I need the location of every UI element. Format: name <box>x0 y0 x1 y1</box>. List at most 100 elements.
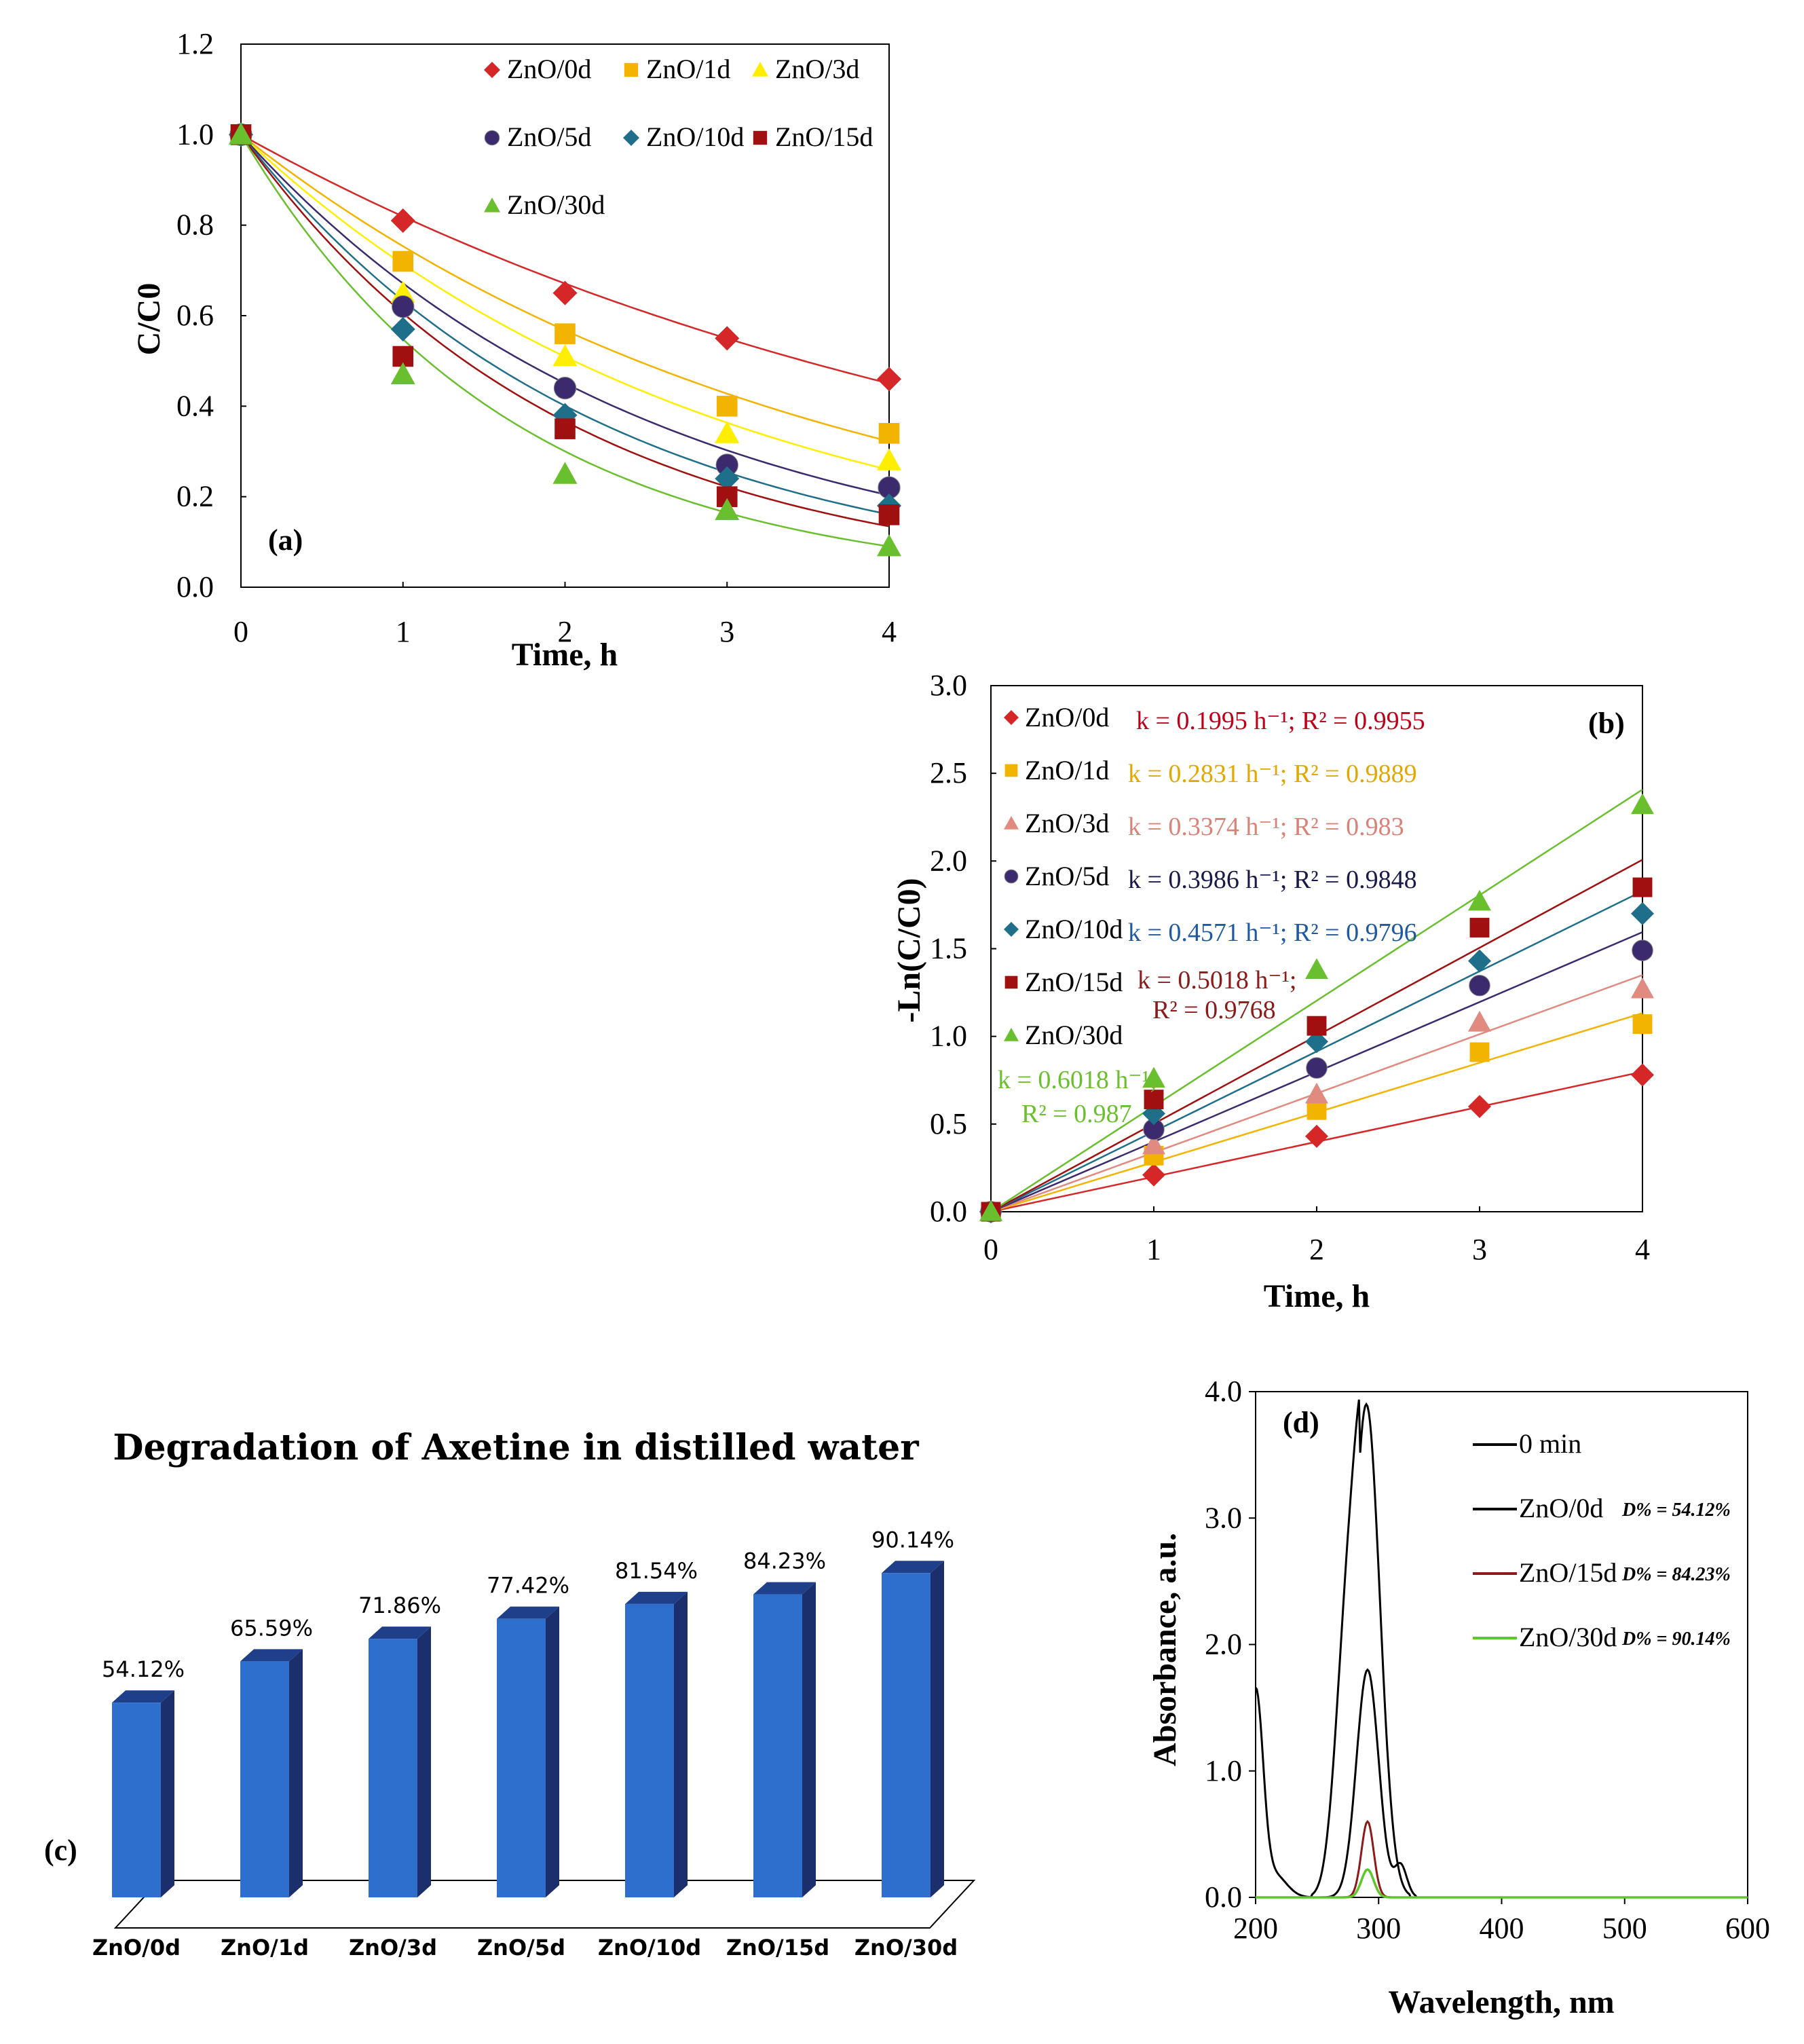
a-legend-label: ZnO/1d <box>646 54 730 84</box>
b-data-point <box>1469 918 1490 937</box>
panel-b-label: (b) <box>1588 707 1625 740</box>
d-xtick-label: 400 <box>1480 1912 1524 1945</box>
b-rate-annotation: k = 0.3986 h⁻¹; R² = 0.9848 <box>1128 866 1417 894</box>
a-data-point <box>392 295 415 318</box>
a-ytick-label: 0.4 <box>176 389 214 422</box>
b-legend-marker <box>1004 764 1018 777</box>
c-bar-top <box>753 1582 816 1595</box>
b-legend-label: ZnO/30d <box>1025 1020 1123 1050</box>
b-rate-annotation: k = 0.2831 h⁻¹; R² = 0.9889 <box>1128 760 1417 788</box>
b-legend-marker <box>1004 816 1019 830</box>
a-xlabel: Time, h <box>512 637 618 673</box>
b-data-point <box>1631 902 1654 925</box>
b-r2-annotation: R² = 0.987 <box>1021 1100 1132 1128</box>
b-data-point <box>1632 877 1653 897</box>
b-data-point <box>1468 1095 1491 1118</box>
d-ytick-label: 3.0 <box>1205 1501 1242 1534</box>
a-legend-label: ZnO/30d <box>507 189 605 220</box>
d-legend-label: ZnO/30d <box>1519 1622 1617 1652</box>
c-bar <box>882 1573 931 1897</box>
b-legend-label: ZnO/0d <box>1025 702 1109 732</box>
d-ytick-label: 0.0 <box>1205 1880 1242 1914</box>
b-xtick-label: 0 <box>983 1233 998 1266</box>
b-data-point <box>1468 1011 1491 1032</box>
a-xtick-label: 2 <box>558 615 573 648</box>
d-legend-label: ZnO/0d <box>1519 1493 1603 1523</box>
a-legend-marker <box>623 130 639 146</box>
a-legend-label: ZnO/3d <box>775 54 859 84</box>
b-data-point <box>1305 1124 1328 1148</box>
c-bar-value-label: 84.23% <box>743 1548 826 1574</box>
a-data-point <box>553 376 577 400</box>
b-data-point <box>1305 1030 1328 1054</box>
a-data-point <box>552 344 578 367</box>
c-bar-top <box>497 1606 559 1619</box>
c-bar-value-label: 71.86% <box>358 1593 441 1618</box>
c-bar-top <box>625 1591 688 1604</box>
a-data-point <box>390 317 415 341</box>
a-data-point <box>390 362 415 385</box>
b-xlabel: Time, h <box>1264 1278 1370 1314</box>
b-data-point <box>1142 1066 1165 1088</box>
b-data-point <box>1142 1133 1165 1155</box>
panel-d-label: (d) <box>1283 1406 1319 1439</box>
a-data-point <box>877 367 901 392</box>
c-category-label: ZnO/0d <box>92 1935 181 1961</box>
a-xtick-label: 1 <box>396 615 411 648</box>
c-bar-value-label: 77.42% <box>487 1573 569 1599</box>
b-ytick-label: 2.5 <box>930 756 967 789</box>
a-data-point <box>715 326 740 351</box>
c-bar <box>369 1639 417 1897</box>
b-legend-marker <box>1004 869 1019 884</box>
b-ylabel: -Ln(C/C0) <box>891 878 927 1022</box>
b-r2-annotation: R² = 0.9768 <box>1152 996 1276 1024</box>
c-category-label: ZnO/15d <box>726 1935 829 1961</box>
b-ytick-label: 1.5 <box>930 932 967 965</box>
a-data-point <box>229 122 253 145</box>
a-ytick-label: 0.0 <box>176 570 214 603</box>
b-ytick-label: 1.0 <box>930 1020 967 1053</box>
d-xtick-label: 300 <box>1356 1912 1401 1945</box>
a-legend-marker <box>484 62 500 78</box>
a-legend-label: ZnO/5d <box>507 122 591 152</box>
a-data-point <box>715 466 740 491</box>
a-data-point <box>878 423 900 444</box>
a-data-point <box>552 462 578 484</box>
c-bar-side <box>931 1561 944 1897</box>
a-data-point <box>715 498 740 521</box>
b-legend-label: ZnO/15d <box>1025 967 1123 997</box>
c-bar <box>625 1603 674 1897</box>
a-xtick-label: 3 <box>719 615 734 648</box>
b-data-point <box>1305 958 1328 980</box>
a-legend-label: ZnO/10d <box>646 122 744 152</box>
d-ytick-label: 1.0 <box>1205 1754 1242 1787</box>
c-bar-side <box>802 1582 816 1897</box>
a-ytick-label: 0.6 <box>176 299 214 332</box>
b-legend-marker <box>1004 710 1019 725</box>
a-data-point <box>877 534 901 557</box>
a-data-point <box>715 421 740 443</box>
a-ytick-label: 0.2 <box>176 480 214 513</box>
b-ytick-label: 2.0 <box>930 844 967 877</box>
chart-b: 0.0 0.5 1.0 1.5 2.0 2.5 3.0 0 1 2 3 4 ZnO/0d k = 0.1… <box>891 669 1654 1314</box>
b-data-point <box>1468 889 1491 911</box>
d-legend-label: ZnO/15d <box>1519 1557 1617 1588</box>
a-ytick-label: 1.2 <box>176 27 214 60</box>
b-fit-line <box>990 789 1643 1213</box>
b-data-point <box>1142 1163 1165 1187</box>
b-xtick-label: 1 <box>1146 1233 1161 1266</box>
b-legend-marker <box>1004 1028 1019 1041</box>
a-legend-label: ZnO/0d <box>507 54 591 84</box>
d-xlabel: Wavelength, nm <box>1388 1984 1614 2020</box>
c-bar-value-label: 90.14% <box>871 1527 954 1553</box>
c-bar-side <box>289 1649 303 1897</box>
c-category-label: ZnO/5d <box>477 1935 565 1961</box>
d-xtick-label: 200 <box>1233 1912 1278 1945</box>
b-data-point <box>1632 940 1653 961</box>
c-category-label: ZnO/1d <box>221 1935 309 1961</box>
c-bar-top <box>882 1561 944 1574</box>
a-ylabel: C/C0 <box>131 283 167 356</box>
a-legend-marker <box>624 62 639 77</box>
c-bar-value-label: 81.54% <box>615 1558 698 1584</box>
c-bar <box>240 1661 289 1897</box>
